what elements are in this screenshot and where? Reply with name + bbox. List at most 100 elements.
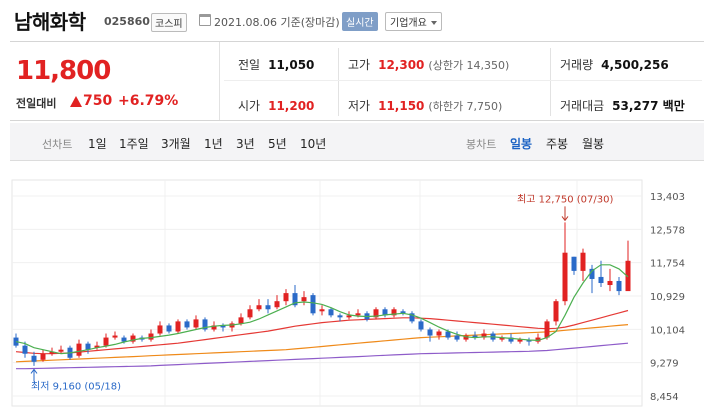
candle-body (31, 355, 37, 362)
candle-body (76, 343, 82, 356)
candle-body (445, 331, 451, 338)
prev-close-value: 11,050 (268, 58, 315, 72)
candle-body (499, 337, 505, 340)
open-value: 11,200 (268, 99, 315, 113)
prev-close: 전일 11,050 (238, 56, 314, 73)
change-label: 전일대비 (16, 97, 57, 110)
candle-body (580, 252, 586, 271)
candle-body (157, 325, 163, 334)
candle-body (400, 311, 406, 314)
period-10y[interactable]: 10년 (300, 137, 327, 151)
candle-body (481, 333, 487, 338)
candle-body (40, 353, 46, 360)
open-label: 시가 (238, 99, 261, 113)
quote-date: 2021.08.06 기준(장마감) (214, 16, 340, 29)
candle-body (175, 321, 181, 332)
candle-body (193, 319, 199, 328)
low-label: 저가 (348, 99, 371, 113)
period-1w[interactable]: 1주일 (119, 137, 149, 151)
amount-label: 거래대금 (560, 99, 605, 113)
candle-body (319, 309, 325, 312)
candle-body (472, 335, 478, 338)
candle-body (121, 337, 127, 342)
y-tick-label: 8,454 (650, 392, 679, 403)
stock-header: 남해화학 025860 코스피 2021.08.06 기준(장마감) 실시간 기… (0, 0, 712, 40)
chevron-down-icon (430, 21, 437, 25)
y-tick-label: 10,104 (650, 325, 685, 336)
volume-label: 거래량 (560, 58, 594, 72)
calendar-icon (199, 14, 211, 26)
company-overview-button[interactable]: 기업개요 (385, 12, 442, 31)
high-arrow-head (561, 216, 569, 222)
candle-body (265, 305, 271, 310)
ma5-line (15, 264, 629, 355)
candle-weekly[interactable]: 주봉 (546, 137, 569, 151)
period-5y[interactable]: 5년 (268, 137, 287, 151)
lower-limit: (하한가 7,750) (428, 100, 503, 113)
price-box: 11,800 전일대비 750 +6.79% (10, 42, 220, 120)
candle-body (301, 297, 307, 302)
candle-chart-label: 봉차트 (466, 138, 497, 151)
current-price: 11,800 (16, 56, 111, 86)
candle-body (256, 305, 262, 310)
high-price: 고가 12,300 (상한가 14,350) (348, 56, 509, 73)
candle-body (454, 335, 460, 340)
ma60-line (15, 324, 629, 363)
volume: 거래량 4,500,256 (560, 56, 669, 73)
low-price: 저가 11,150 (하한가 7,750) (348, 97, 502, 114)
period-1y[interactable]: 1년 (204, 137, 223, 151)
candle-body (598, 276, 604, 284)
y-tick-label: 11,754 (650, 259, 685, 270)
candle-body (184, 321, 190, 328)
candle-body (49, 351, 55, 354)
candle-body (148, 333, 154, 340)
period-3m[interactable]: 3개월 (161, 137, 191, 151)
candle-body (409, 313, 415, 322)
candle-body (382, 309, 388, 316)
low-arrow-head (30, 368, 38, 374)
candle-body (202, 319, 208, 330)
candlestick-chart[interactable]: 13,403 12,578 11,754 10,929 10,104 9,279 8,454… (0, 160, 712, 408)
period-3y[interactable]: 3년 (236, 137, 255, 151)
candle-body (103, 337, 109, 346)
up-triangle-icon (70, 96, 82, 107)
candle-body (274, 301, 280, 308)
y-tick-label: 13,403 (650, 192, 685, 203)
candle-body (607, 280, 613, 286)
candle-body (391, 309, 397, 316)
candle-body (22, 345, 28, 354)
candle-body (130, 335, 136, 342)
candle-body (211, 325, 217, 330)
candle-body (553, 301, 559, 322)
quote-panel: 11,800 전일대비 750 +6.79% 전일 11,050 시가 11,200… (10, 41, 704, 121)
realtime-button[interactable]: 실시간 (342, 12, 378, 31)
y-tick-label: 12,578 (650, 225, 685, 236)
candle-body (112, 335, 118, 338)
line-chart-label: 선차트 (42, 138, 73, 151)
period-1d[interactable]: 1일 (88, 137, 107, 151)
plot-frame (11, 179, 643, 407)
candle-body (517, 339, 523, 342)
candle-monthly[interactable]: 월봉 (582, 137, 605, 151)
market-badge: 코스피 (151, 13, 187, 32)
candle-body (346, 315, 352, 318)
candle-body (310, 295, 316, 314)
high-value: 12,300 (378, 58, 425, 72)
candle-body (427, 329, 433, 336)
ma120-line (16, 342, 629, 370)
y-tick-label: 9,279 (650, 359, 679, 370)
change-percent: +6.79% (118, 93, 179, 109)
candle-body (355, 313, 361, 316)
company-overview-label: 기업개요 (390, 18, 427, 29)
candle-body (436, 331, 442, 336)
candle-body (535, 337, 541, 342)
stock-code: 025860 (104, 15, 150, 28)
candle-body (166, 325, 172, 332)
open-price: 시가 11,200 (238, 97, 314, 114)
candle-daily[interactable]: 일봉 (510, 137, 533, 151)
stock-name: 남해화학 (14, 10, 86, 34)
upper-limit: (상한가 14,350) (428, 59, 510, 72)
candle-body (463, 335, 469, 340)
candle-body (589, 268, 595, 279)
candle-body (220, 325, 226, 328)
